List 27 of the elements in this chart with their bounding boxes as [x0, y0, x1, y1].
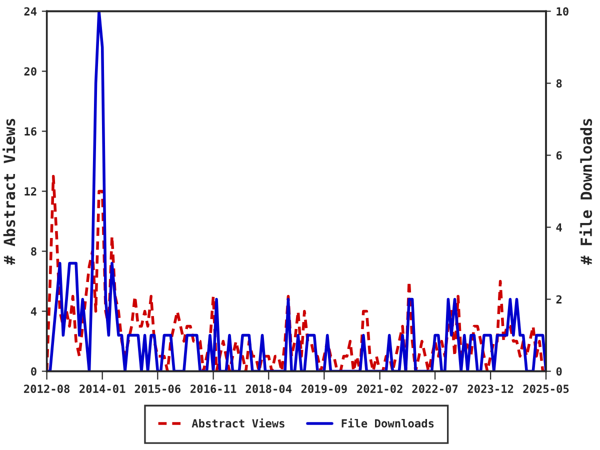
x-tick-label: 2025-05 [523, 384, 569, 394]
x-tick-label: 2012-08 [24, 384, 70, 394]
x-tick-label: 2016-11 [190, 384, 236, 394]
y-tick-label: 12 [24, 187, 36, 196]
y2-axis-title: # File Downloads [579, 118, 592, 265]
y-tick-label: 4 [30, 307, 37, 316]
y-tick-label: 24 [24, 7, 37, 16]
x-tick-label: 2014-01 [80, 384, 126, 394]
x-tick-label: 2023-12 [468, 384, 514, 394]
x-tick-label: 2015-06 [134, 384, 180, 394]
legend-label: File Downloads [342, 418, 434, 428]
x-tick-label: 2021-02 [357, 384, 402, 394]
y-tick-label: 16 [24, 127, 36, 136]
x-tick-label: 2019-09 [301, 384, 347, 394]
y-tick-label: 8 [31, 247, 36, 256]
y2-tick-label: 2 [556, 295, 562, 304]
y2-tick-label: 6 [556, 151, 562, 160]
y-tick-label: 0 [31, 367, 36, 376]
y2-tick-label: 0 [556, 367, 562, 376]
y-axis-title: # Abstract Views [2, 118, 16, 265]
x-tick-label: 2018-04 [246, 384, 292, 394]
x-tick-label: 2022-07 [412, 384, 458, 394]
legend-label: Abstract Views [192, 418, 284, 428]
y2-tick-label: 10 [556, 7, 568, 16]
y-tick-label: 20 [24, 67, 36, 76]
y2-tick-label: 8 [556, 79, 562, 88]
y2-tick-label: 4 [556, 223, 562, 232]
